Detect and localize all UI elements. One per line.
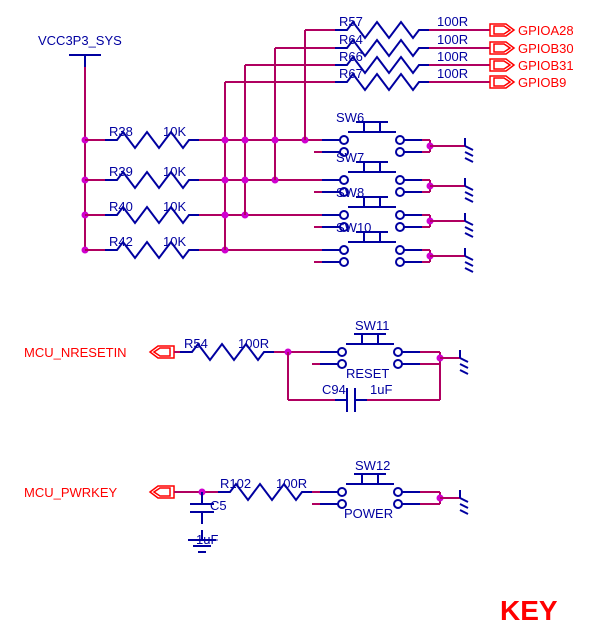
netlabel-nreset: MCU_NRESETIN (24, 345, 127, 360)
swlabel-reset: RESET (346, 366, 389, 381)
swlabel-power: POWER (344, 506, 393, 521)
refdes-SW10: SW10 (336, 220, 371, 235)
port-GPIOB9 (490, 76, 514, 88)
value-R38: 10K (163, 124, 186, 139)
refdes-R102: R102 (220, 476, 251, 491)
schematic: VCC3P3_SYS R57 100R GPIOA28 R64 100R GPIOB30 R6… (0, 0, 601, 632)
value-R102: 100R (276, 476, 307, 491)
refdes-SW6: SW6 (336, 110, 364, 125)
refdes-SW8: SW8 (336, 185, 364, 200)
value-R66: 100R (437, 49, 468, 64)
junction (242, 137, 249, 144)
gnd-SW10 (465, 248, 473, 272)
refdes-R66: R66 (339, 49, 363, 64)
refdes-R57: R57 (339, 14, 363, 29)
value-R67: 100R (437, 66, 468, 81)
refdes-C94: C94 (322, 382, 346, 397)
switch-SW12 (320, 474, 420, 508)
value-C94: 1uF (370, 382, 392, 397)
junction (222, 177, 229, 184)
netlabel-GPIOB9: GPIOB9 (518, 75, 566, 90)
refdes-SW7: SW7 (336, 150, 364, 165)
junction (222, 212, 229, 219)
refdes-R39: R39 (109, 164, 133, 179)
value-R64: 100R (437, 32, 468, 47)
switch-SW11 (320, 334, 420, 368)
junction (242, 177, 249, 184)
gnd-reset (460, 350, 468, 374)
vcc-label: VCC3P3_SYS (38, 33, 122, 48)
netlabel-pwrkey: MCU_PWRKEY (24, 485, 118, 500)
refdes-SW12: SW12 (355, 458, 390, 473)
refdes-R40: R40 (109, 199, 133, 214)
gnd-SW7 (465, 178, 473, 202)
refdes-SW11: SW11 (355, 318, 389, 333)
netlabel-GPIOB30: GPIOB30 (518, 41, 574, 56)
vcc-symbol (69, 55, 101, 67)
gnd-SW6 (465, 138, 473, 162)
port-nreset (150, 346, 174, 358)
junction (222, 137, 229, 144)
port-pwrkey (150, 486, 174, 498)
value-R39: 10K (163, 164, 186, 179)
refdes-C5: C5 (210, 498, 227, 513)
junction (272, 137, 279, 144)
netlabel-GPIOA28: GPIOA28 (518, 23, 574, 38)
refdes-R42: R42 (109, 234, 133, 249)
port-GPIOB31 (490, 59, 514, 71)
netlabel-GPIOB31: GPIOB31 (518, 58, 574, 73)
title: KEY (500, 595, 558, 626)
switch-SW10 (322, 232, 422, 266)
value-R57: 100R (437, 14, 468, 29)
refdes-R64: R64 (339, 32, 363, 47)
refdes-R54: R54 (184, 336, 208, 351)
refdes-R38: R38 (109, 124, 133, 139)
gnd-power (460, 490, 468, 514)
port-GPIOB30 (490, 42, 514, 54)
value-R54: 100R (238, 336, 269, 351)
value-R40: 10K (163, 199, 186, 214)
gnd-SW8 (465, 213, 473, 237)
refdes-R67: R67 (339, 66, 363, 81)
port-GPIOA28 (490, 24, 514, 36)
value-R42: 10K (163, 234, 186, 249)
